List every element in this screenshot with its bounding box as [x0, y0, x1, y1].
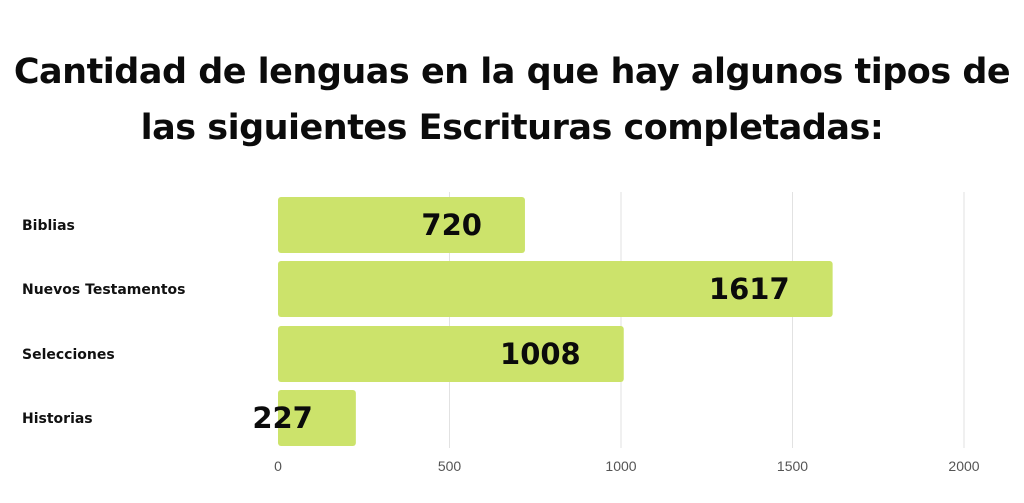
- x-tick-label-2000: 2000: [948, 458, 979, 474]
- category-labels: Biblias Nuevos Testamentos Selecciones Hist…: [22, 218, 185, 427]
- category-label-nuevos-testamentos: Nuevos Testamentos: [22, 282, 185, 298]
- chart-title-line-2: las siguientes Escrituras completadas:: [140, 108, 884, 148]
- value-label-nuevos-testamentos: 1617: [709, 272, 790, 306]
- chart-title: Cantidad de lenguas en la que hay alguno…: [0, 44, 1024, 156]
- x-tick-label-1000: 1000: [605, 458, 636, 474]
- bars: [278, 197, 833, 446]
- category-label-selecciones: Selecciones: [22, 347, 115, 363]
- bar-historias: [278, 390, 356, 446]
- x-tick-label-500: 500: [438, 458, 462, 474]
- category-label-historias: Historias: [22, 411, 93, 427]
- bar-selecciones: [278, 326, 624, 382]
- x-tick-label-0: 0: [274, 458, 282, 474]
- gridlines: [449, 192, 965, 448]
- bar-biblias: [278, 197, 525, 253]
- value-label-biblias: 720: [421, 208, 482, 242]
- x-axis-ticks: 0 500 1000 1500 2000: [274, 458, 980, 474]
- value-label-historias: 227: [252, 401, 313, 435]
- bar-nuevos-testamentos: [278, 261, 833, 317]
- value-labels: 720 1617 1008 227: [252, 208, 789, 435]
- chart-title-line-1: Cantidad de lenguas en la que hay alguno…: [13, 52, 1011, 92]
- x-tick-label-1500: 1500: [777, 458, 808, 474]
- category-label-biblias: Biblias: [22, 218, 75, 234]
- value-label-selecciones: 1008: [500, 337, 581, 371]
